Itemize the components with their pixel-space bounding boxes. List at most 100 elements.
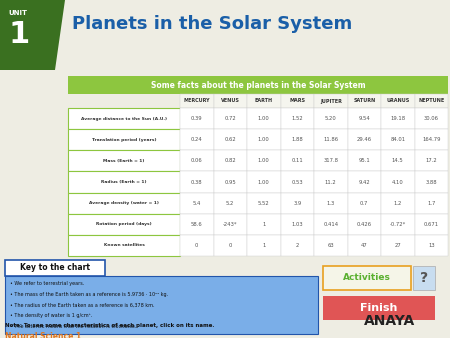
Text: 63: 63: [328, 243, 334, 248]
Text: 1.00: 1.00: [258, 137, 270, 142]
Text: 0.414: 0.414: [323, 222, 338, 227]
Text: • We refer to terrestrial years.: • We refer to terrestrial years.: [10, 282, 84, 287]
Bar: [68, 235, 180, 256]
Text: 17.2: 17.2: [425, 159, 437, 163]
Text: • The asterisk means that the rotation is clockwise.: • The asterisk means that the rotation i…: [10, 323, 136, 329]
Bar: [381, 94, 414, 108]
Text: 5.4: 5.4: [193, 201, 201, 206]
Text: 1.00: 1.00: [258, 159, 270, 163]
Bar: [323, 296, 435, 320]
Text: 47: 47: [361, 243, 368, 248]
Text: 1: 1: [8, 20, 29, 49]
Text: 0.82: 0.82: [225, 159, 236, 163]
Text: 0.426: 0.426: [357, 222, 372, 227]
Text: 1.52: 1.52: [292, 116, 303, 121]
Text: 1.3: 1.3: [327, 201, 335, 206]
Bar: [180, 129, 213, 150]
Bar: [347, 94, 381, 108]
Bar: [314, 108, 347, 129]
Text: SATURN: SATURN: [353, 98, 375, 103]
Text: 9.42: 9.42: [358, 179, 370, 185]
Text: NEPTUNE: NEPTUNE: [418, 98, 445, 103]
Bar: [247, 108, 280, 129]
Bar: [347, 214, 381, 235]
Text: JUPITER: JUPITER: [320, 98, 342, 103]
Bar: [213, 214, 247, 235]
Bar: [314, 129, 347, 150]
Bar: [323, 266, 411, 290]
Bar: [381, 193, 414, 214]
Bar: [68, 129, 180, 150]
Text: 0: 0: [229, 243, 232, 248]
Text: 0.38: 0.38: [191, 179, 202, 185]
Bar: [247, 171, 280, 193]
Bar: [213, 193, 247, 214]
Text: 9.54: 9.54: [358, 116, 370, 121]
Bar: [180, 171, 213, 193]
Text: Activities: Activities: [343, 273, 391, 283]
Text: -243*: -243*: [223, 222, 238, 227]
Bar: [280, 94, 314, 108]
Text: 11.2: 11.2: [325, 179, 337, 185]
Text: ?: ?: [420, 271, 428, 285]
Bar: [414, 171, 448, 193]
Bar: [314, 214, 347, 235]
Text: Known satellites: Known satellites: [104, 243, 144, 247]
Text: 5.20: 5.20: [325, 116, 337, 121]
Text: 30.06: 30.06: [424, 116, 439, 121]
Text: 27: 27: [394, 243, 401, 248]
Bar: [414, 150, 448, 171]
Text: ANAYA: ANAYA: [364, 314, 416, 328]
Text: Mass (Earth = 1): Mass (Earth = 1): [104, 159, 145, 163]
Polygon shape: [0, 0, 65, 70]
Text: 164.79: 164.79: [422, 137, 441, 142]
Bar: [381, 108, 414, 129]
Bar: [213, 150, 247, 171]
Bar: [414, 214, 448, 235]
Text: 0.11: 0.11: [292, 159, 303, 163]
Text: 14.5: 14.5: [392, 159, 404, 163]
Text: 3.9: 3.9: [293, 201, 302, 206]
Bar: [381, 235, 414, 256]
Bar: [180, 193, 213, 214]
Text: Translation period (years): Translation period (years): [92, 138, 156, 142]
Bar: [381, 129, 414, 150]
Bar: [280, 193, 314, 214]
Text: 3.88: 3.88: [425, 179, 437, 185]
Bar: [247, 129, 280, 150]
Text: MERCURY: MERCURY: [184, 98, 210, 103]
Text: • The density of water is 1 g/cm³.: • The density of water is 1 g/cm³.: [10, 313, 92, 318]
Bar: [314, 171, 347, 193]
Bar: [247, 214, 280, 235]
Text: -0.72*: -0.72*: [390, 222, 406, 227]
Bar: [247, 193, 280, 214]
Text: Average distance to the Sun (A.U.): Average distance to the Sun (A.U.): [81, 117, 167, 121]
Text: 5.52: 5.52: [258, 201, 270, 206]
Text: 1: 1: [262, 222, 266, 227]
Text: 58.6: 58.6: [191, 222, 202, 227]
Text: Natural Science 1: Natural Science 1: [5, 332, 81, 338]
Text: 19.18: 19.18: [390, 116, 405, 121]
Text: 95.1: 95.1: [358, 159, 370, 163]
Text: 317.8: 317.8: [323, 159, 338, 163]
Text: Finish: Finish: [360, 303, 398, 313]
Bar: [414, 129, 448, 150]
Text: 0.06: 0.06: [191, 159, 202, 163]
Bar: [347, 150, 381, 171]
Text: 1.00: 1.00: [258, 179, 270, 185]
Text: 29.46: 29.46: [357, 137, 372, 142]
Bar: [347, 129, 381, 150]
Text: 0.95: 0.95: [225, 179, 236, 185]
Bar: [68, 76, 448, 94]
Bar: [180, 94, 213, 108]
Bar: [280, 108, 314, 129]
Text: 0.62: 0.62: [225, 137, 236, 142]
Bar: [347, 235, 381, 256]
Text: 1.03: 1.03: [292, 222, 303, 227]
Bar: [180, 235, 213, 256]
Bar: [414, 235, 448, 256]
Text: EARTH: EARTH: [255, 98, 273, 103]
Text: 0.24: 0.24: [191, 137, 202, 142]
Bar: [314, 94, 347, 108]
Bar: [414, 193, 448, 214]
